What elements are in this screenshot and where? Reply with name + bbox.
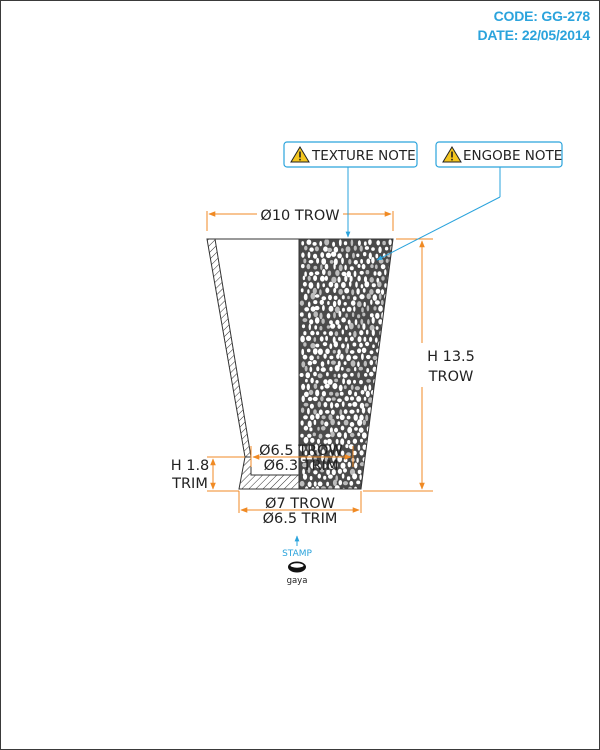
- base-trow-label: Ø7 TROW: [265, 496, 335, 512]
- drawing-date: DATE: 22/05/2014: [477, 27, 591, 43]
- engobe-note-label: ENGOBE NOTE: [463, 148, 562, 164]
- left-wall-section: [206, 238, 252, 458]
- engobe-note-callout: ENGOBE NOTE: [376, 141, 563, 261]
- product-code: CODE: GG-278: [493, 8, 591, 24]
- warning-triangle-icon: [290, 146, 310, 163]
- warning-triangle-icon: [442, 146, 462, 163]
- foot-height-label-line2: TRIM: [171, 476, 208, 492]
- texture-note-callout: TEXTURE NOTE: [283, 141, 418, 238]
- stamp-label: STAMP: [282, 549, 312, 559]
- inner-bottom-trim-label: Ø6.3 TRIM: [264, 458, 339, 474]
- texture-note-label: TEXTURE NOTE: [311, 148, 416, 164]
- dimension-lines: [206, 211, 433, 513]
- stamp-logo-icon: [288, 561, 306, 573]
- base-trim-label: Ø6.5 TRIM: [263, 511, 338, 527]
- stamp-brand: gaya: [287, 576, 308, 586]
- height-label-line1: H 13.5: [427, 349, 475, 365]
- height-label-line2: TROW: [428, 369, 474, 385]
- inner-bottom-trow-label: Ø6.5 TROW: [259, 443, 343, 459]
- top-diameter-label: Ø10 TROW: [260, 208, 339, 224]
- stamp-callout: STAMP gaya: [282, 535, 312, 586]
- foot-height-label-line1: H 1.8: [171, 458, 210, 474]
